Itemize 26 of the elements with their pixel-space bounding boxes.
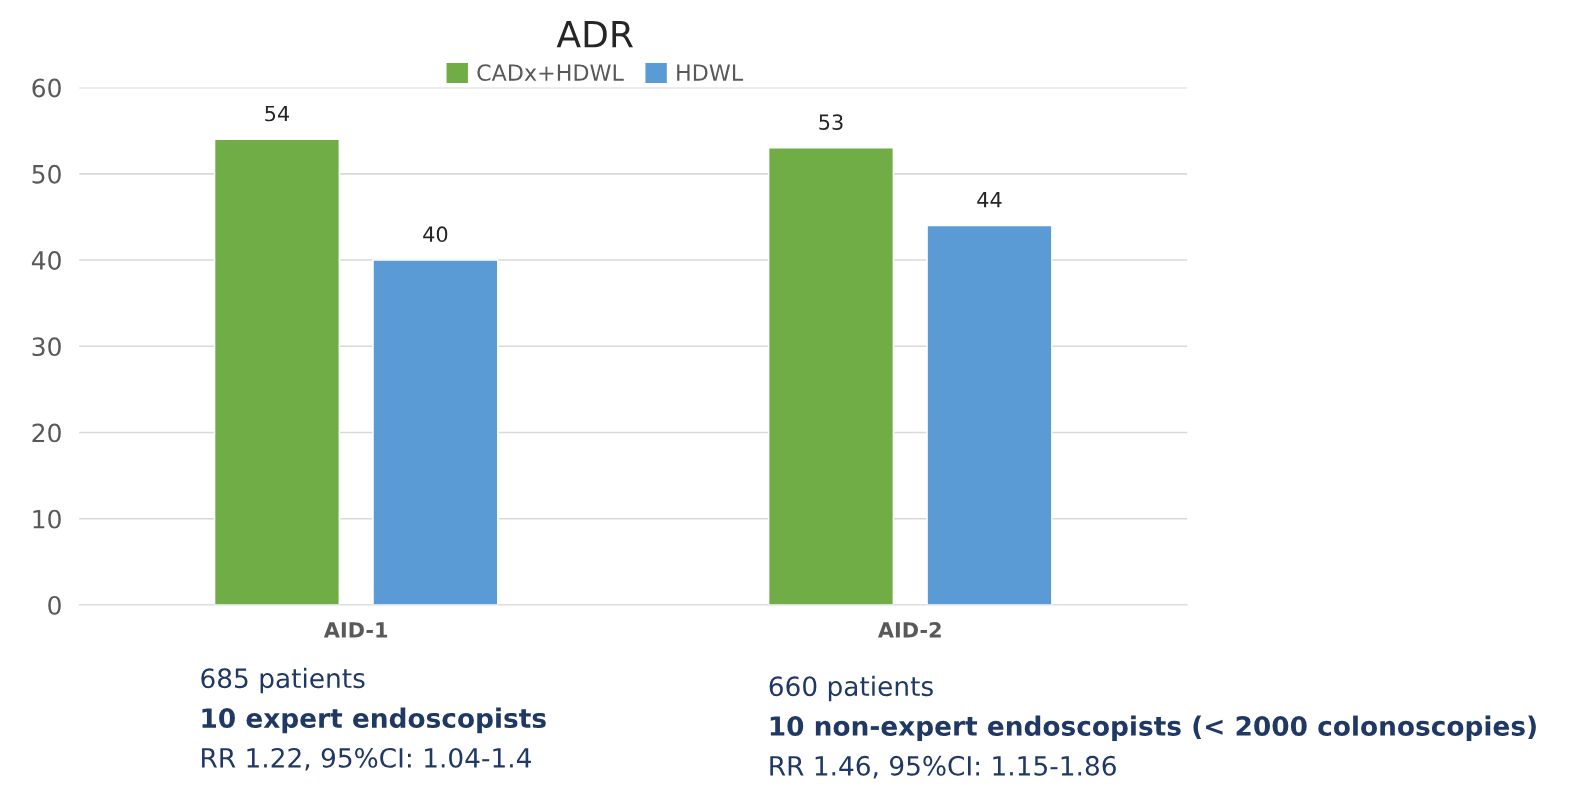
data-label: 53 [819, 114, 843, 130]
y-tick-label: 20 [32, 423, 61, 443]
y-tick-label: 10 [33, 509, 61, 529]
bar [213, 138, 340, 605]
text: RR 1.22, 95%CI: 1.04-1.4 [202, 747, 531, 771]
bar [767, 147, 895, 605]
y-tick-label: 60 [32, 78, 61, 98]
data-label: 54 [265, 105, 290, 122]
bar [926, 224, 1053, 605]
y-tick-label: 40 [31, 250, 61, 270]
x-tick-label: AID-1 [323, 622, 388, 638]
text: 10 expert endoscopists [202, 707, 546, 734]
x-tick-label: AID-2 [877, 621, 941, 638]
legend-label: CADx+HDWL [477, 64, 624, 81]
text: 10 non-expert endoscopists (< 2000 colonoscopies) [770, 715, 1536, 742]
y-tick-label: 50 [32, 164, 61, 184]
y-tick-label: 0 [48, 595, 61, 615]
text: RR 1.46, 95%CI: 1.15-1.86 [770, 755, 1116, 779]
data-label: 40 [423, 226, 448, 243]
bar [372, 259, 499, 605]
chart-title: ADR [556, 21, 633, 48]
text: 685 patients [201, 667, 365, 694]
data-label: 44 [977, 192, 1002, 208]
y-tick-label: 30 [32, 337, 61, 357]
text: 660 patients [769, 675, 933, 702]
legend-label: HDWL [677, 64, 744, 81]
